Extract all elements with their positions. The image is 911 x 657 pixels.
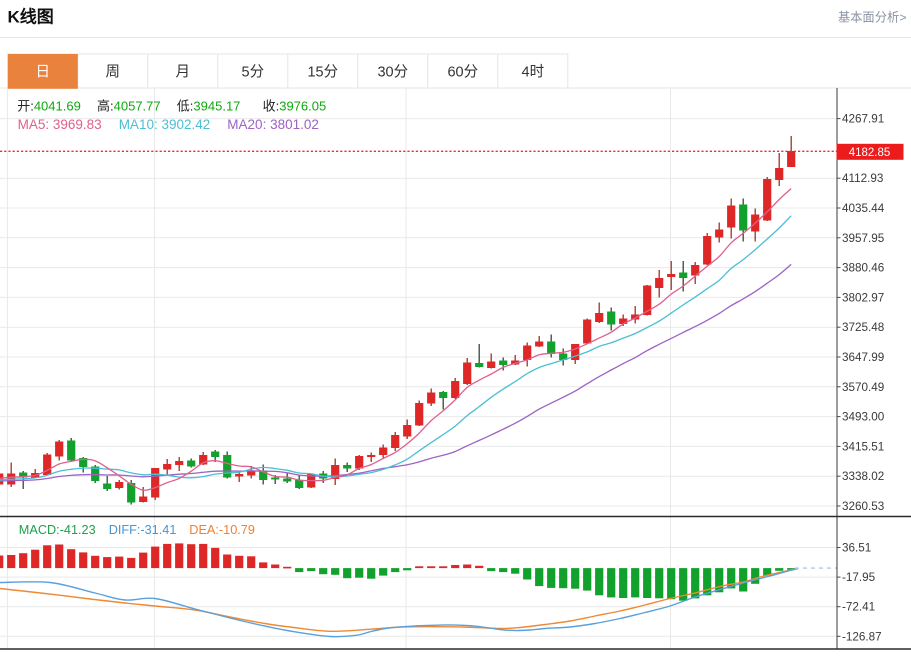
svg-text:15分: 15分: [307, 64, 338, 81]
svg-text:3802.97: 3802.97: [842, 291, 884, 304]
svg-text:36.51: 36.51: [842, 542, 871, 555]
svg-text:K线图: K线图: [8, 6, 54, 26]
svg-text:高:4057.77: 高:4057.77: [97, 99, 161, 114]
svg-text:-72.41: -72.41: [842, 601, 875, 614]
svg-text:低:3945.17: 低:3945.17: [177, 99, 241, 114]
svg-text:4035.44: 4035.44: [842, 202, 885, 215]
svg-text:开:4041.69: 开:4041.69: [17, 99, 81, 114]
svg-text:3725.48: 3725.48: [842, 321, 884, 334]
svg-text:MA5: 3969.83: MA5: 3969.83: [18, 117, 102, 132]
svg-text:MACD:-41.23: MACD:-41.23: [19, 523, 96, 537]
svg-text:DEA:-10.79: DEA:-10.79: [189, 523, 255, 537]
svg-text:DIFF:-31.41: DIFF:-31.41: [109, 523, 177, 537]
svg-text:3493.00: 3493.00: [842, 411, 885, 424]
svg-text:MA10: 3902.42: MA10: 3902.42: [119, 117, 211, 132]
svg-text:基本面分析>: 基本面分析>: [838, 10, 907, 24]
svg-text:4112.93: 4112.93: [842, 172, 883, 185]
svg-text:日: 日: [36, 65, 51, 81]
svg-text:60分: 60分: [447, 64, 478, 81]
svg-text:3260.53: 3260.53: [842, 500, 884, 513]
svg-text:-126.87: -126.87: [842, 630, 882, 643]
svg-text:4267.91: 4267.91: [842, 113, 884, 126]
svg-text:3880.46: 3880.46: [842, 262, 884, 275]
svg-text:4时: 4时: [522, 64, 545, 81]
svg-text:30分: 30分: [377, 64, 408, 81]
svg-text:4182.85: 4182.85: [849, 147, 891, 159]
svg-text:MA20: 3801.02: MA20: 3801.02: [227, 117, 319, 132]
svg-text:3647.99: 3647.99: [842, 351, 884, 364]
svg-text:3338.02: 3338.02: [842, 470, 884, 483]
svg-text:3957.95: 3957.95: [842, 232, 885, 245]
svg-text:5分: 5分: [242, 64, 265, 81]
svg-text:收:3976.05: 收:3976.05: [263, 99, 327, 114]
svg-text:月: 月: [176, 65, 191, 81]
svg-text:-17.95: -17.95: [842, 571, 876, 584]
svg-text:3415.51: 3415.51: [842, 440, 884, 453]
svg-text:周: 周: [106, 65, 121, 81]
svg-text:3570.49: 3570.49: [842, 381, 884, 394]
